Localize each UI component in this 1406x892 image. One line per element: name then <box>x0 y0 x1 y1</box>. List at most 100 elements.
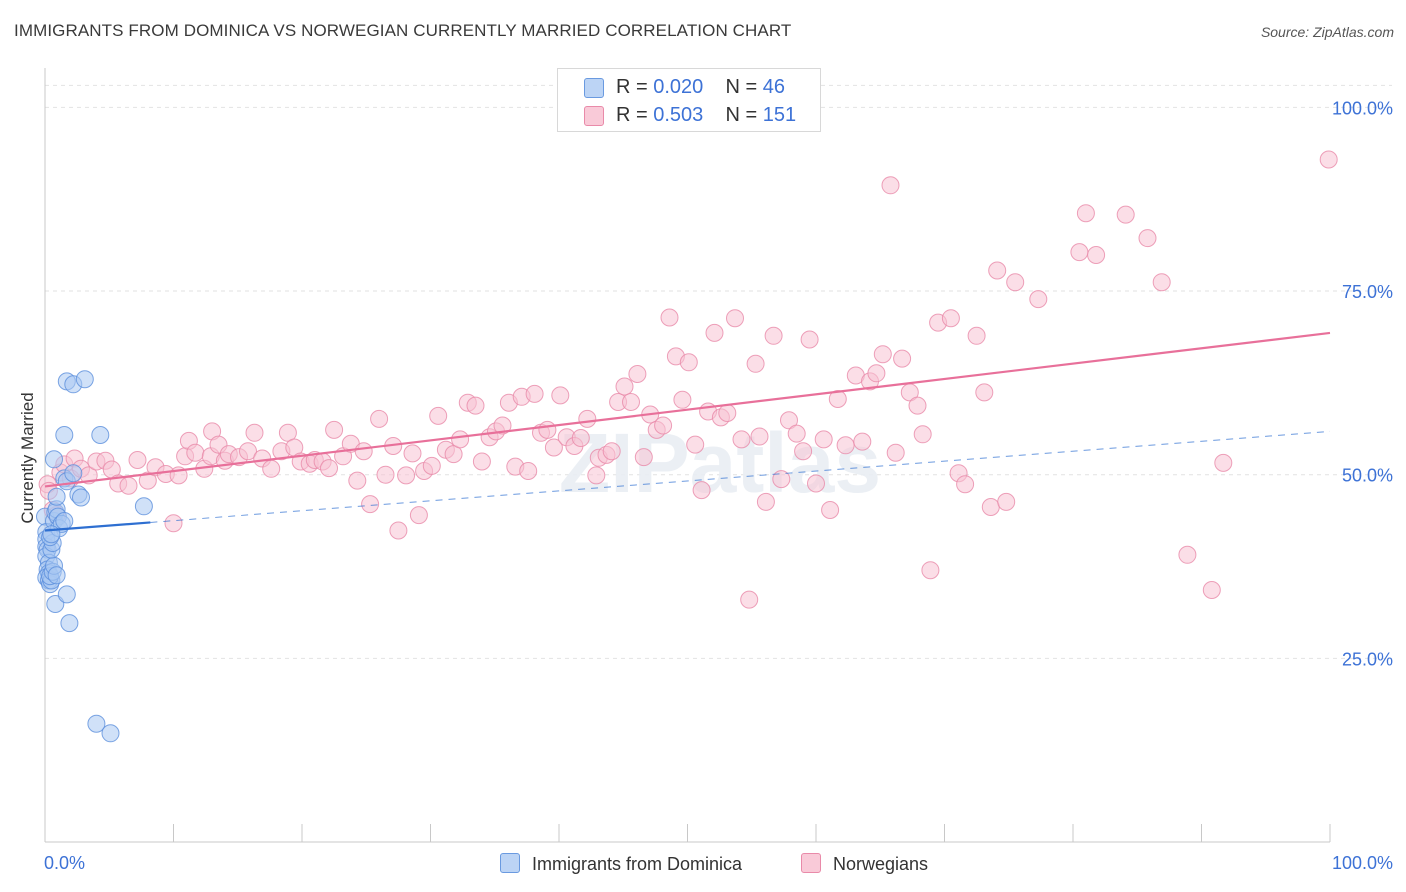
point-norwegian <box>718 404 737 422</box>
point-norwegian <box>325 420 344 439</box>
legend-swatch-pink <box>801 853 821 873</box>
point-dominica <box>57 585 76 604</box>
point-norwegian <box>828 390 847 408</box>
point-norwegian <box>1116 205 1135 224</box>
legend-r-value: 0.503 <box>653 104 704 126</box>
point-norwegian <box>956 475 975 494</box>
point-dominica <box>60 614 79 633</box>
y-axis-title: Currently Married <box>18 392 37 523</box>
point-norwegian <box>814 430 833 449</box>
point-norwegian <box>787 424 806 443</box>
point-norwegian <box>370 409 389 428</box>
point-norwegian <box>997 492 1016 511</box>
point-norwegian <box>821 501 840 519</box>
point-dominica <box>75 370 94 389</box>
point-norwegian <box>348 471 367 490</box>
legend-n-label: N = <box>725 104 758 126</box>
point-norwegian <box>1178 545 1197 564</box>
legend-item-label: Immigrants from Dominica <box>532 854 743 874</box>
point-norwegian <box>578 409 597 428</box>
point-norwegian <box>472 452 491 471</box>
point-norwegian <box>128 451 147 469</box>
y-tick-label: 25.0% <box>1342 649 1393 669</box>
point-norwegian <box>262 459 281 478</box>
x-tick-label: 100.0% <box>1332 853 1393 873</box>
point-norwegian <box>602 442 621 461</box>
point-norwegian <box>119 476 138 495</box>
legend-n-value: 151 <box>762 104 797 126</box>
point-dominica <box>42 525 61 544</box>
point-dominica <box>46 595 65 613</box>
point-norwegian <box>239 442 257 461</box>
point-norwegian <box>1070 243 1089 262</box>
gridlines <box>45 84 1392 659</box>
point-dominica <box>55 512 74 530</box>
point-norwegian <box>634 448 653 467</box>
point-norwegian <box>429 406 448 425</box>
point-dominica <box>64 464 83 483</box>
legend-swatch-blue <box>500 853 520 873</box>
point-norwegian <box>354 442 373 461</box>
point-norwegian <box>794 442 813 461</box>
point-norwegian <box>138 471 157 490</box>
point-norwegian <box>376 465 395 484</box>
point-norwegian <box>679 353 698 372</box>
point-norwegian <box>750 427 769 446</box>
point-norwegian <box>1214 453 1233 472</box>
trend-line-dominica <box>44 521 151 532</box>
point-dominica <box>91 426 110 444</box>
point-norwegian <box>245 423 264 442</box>
point-dominica <box>87 714 106 733</box>
point-norwegian <box>409 506 428 525</box>
point-norwegian <box>692 481 711 500</box>
trend-line-norwegians <box>44 331 1331 488</box>
point-norwegian <box>628 365 647 383</box>
point-dominica <box>72 488 90 507</box>
point-norwegian <box>466 396 485 415</box>
point-norwegian <box>921 561 940 580</box>
point-norwegian <box>908 396 927 415</box>
y-tick-label: 100.0% <box>1332 98 1393 118</box>
point-norwegian <box>551 386 570 405</box>
point-dominica <box>55 426 74 444</box>
point-norwegian <box>544 438 563 457</box>
point-dominica <box>134 497 153 516</box>
point-norwegian <box>422 456 441 475</box>
point-norwegian <box>389 521 408 540</box>
point-norwegian <box>451 430 470 449</box>
point-norwegian <box>780 411 798 430</box>
source-label: Source: ZipAtlas.com <box>1260 24 1394 40</box>
axes <box>44 68 1331 843</box>
series-legend: Immigrants from Dominica Norwegians <box>0 853 1406 877</box>
legend-item-norwegians: Norwegians <box>801 853 928 875</box>
point-norwegian <box>873 345 892 364</box>
point-norwegian <box>1006 273 1025 292</box>
legend-item-label: Norwegians <box>833 854 929 874</box>
point-norwegian <box>320 459 338 478</box>
point-norwegian <box>587 466 606 485</box>
chart-title: IMMIGRANTS FROM DOMINICA VS NORWEGIAN CU… <box>14 21 792 40</box>
point-norwegian <box>622 393 640 411</box>
point-norwegian <box>893 349 912 368</box>
legend-n-value: 46 <box>762 76 786 98</box>
point-norwegian <box>1152 273 1171 292</box>
point-norwegian <box>746 354 765 373</box>
point-norwegian <box>807 474 825 493</box>
point-norwegian <box>397 466 416 485</box>
point-norwegian <box>772 470 791 489</box>
point-dominica <box>47 487 66 506</box>
point-norwegian <box>361 495 380 514</box>
point-norwegian <box>654 416 673 435</box>
point-dominica <box>101 724 120 743</box>
point-norwegian <box>975 383 994 402</box>
legend-row-norwegians: R = 0.503 N = 151 <box>558 101 820 129</box>
point-norwegian <box>493 416 512 435</box>
point-norwegian <box>836 436 855 455</box>
point-norwegian <box>941 309 960 328</box>
point-norwegian <box>673 390 692 409</box>
point-norwegian <box>853 432 872 451</box>
point-norwegian <box>519 462 538 480</box>
point-norwegian <box>571 429 590 447</box>
point-norwegian <box>615 377 634 396</box>
